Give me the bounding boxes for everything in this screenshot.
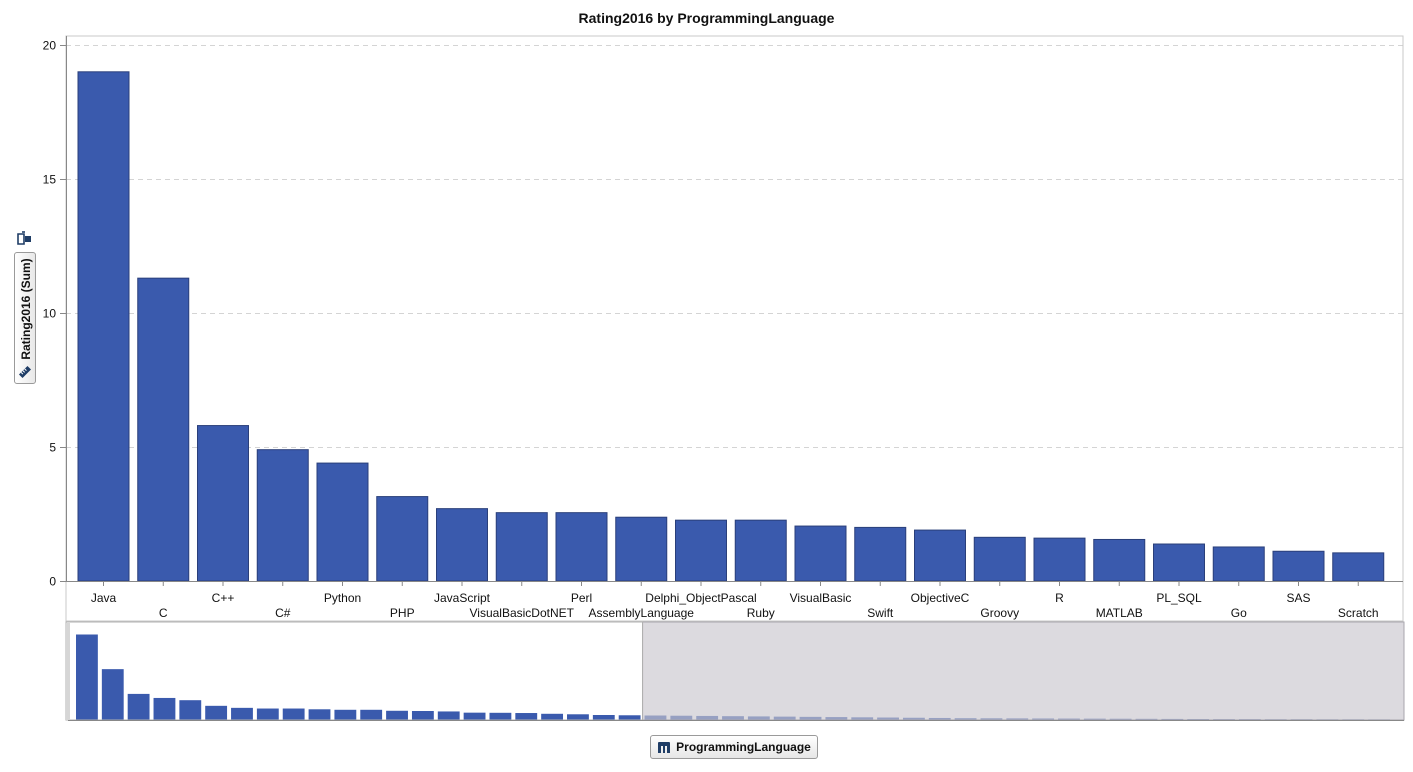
- bar-MATLAB[interactable]: [1093, 538, 1146, 582]
- y-tick-label: 15: [43, 173, 57, 187]
- x-tick-label: Groovy: [980, 606, 1019, 620]
- overview-bar: [437, 711, 460, 720]
- x-tick-label: Ruby: [747, 606, 775, 620]
- bar-C++[interactable]: [197, 425, 249, 582]
- bar-ObjectiveC[interactable]: [914, 529, 966, 582]
- overview-bar: [618, 715, 641, 720]
- overview-bar: [231, 707, 253, 720]
- x-tick-label: AssemblyLanguage: [589, 606, 695, 620]
- bar-JavaScript[interactable]: [436, 508, 488, 582]
- bar-Swift[interactable]: [854, 526, 907, 582]
- category-icon: [658, 741, 671, 753]
- bar-VisualBasicDotNET[interactable]: [495, 512, 548, 582]
- overview-bar: [205, 705, 228, 720]
- overview-bar: [334, 709, 357, 720]
- overview-bar: [127, 693, 150, 720]
- sort-icon[interactable]: [16, 230, 34, 246]
- overview-bar: [515, 713, 538, 720]
- y-tick-label: 20: [43, 39, 57, 53]
- x-tick-label: C++: [212, 591, 235, 605]
- overview-scrollbar[interactable]: [65, 621, 1405, 721]
- bar-PHP[interactable]: [376, 496, 429, 582]
- overview-bar: [463, 712, 486, 720]
- x-tick-label: VisualBasicDotNET: [470, 606, 575, 620]
- bar-Groovy[interactable]: [973, 536, 1026, 582]
- bar-PL_SQL[interactable]: [1153, 543, 1205, 582]
- bar-Perl[interactable]: [555, 512, 608, 582]
- overview-bar: [592, 715, 615, 720]
- y-axis-role-button[interactable]: Rating2016 (Sum): [14, 252, 36, 384]
- overview-bar: [411, 711, 434, 720]
- x-axis-role-button[interactable]: ProgrammingLanguage: [650, 735, 818, 759]
- bars-layer[interactable]: [77, 71, 1385, 582]
- x-tick-label: Java: [91, 591, 117, 605]
- x-tick-label: MATLAB: [1096, 606, 1143, 620]
- x-tick-label: JavaScript: [434, 591, 491, 605]
- x-tick-label: SAS: [1286, 591, 1310, 605]
- y-tick-label: 10: [43, 307, 57, 321]
- overview-bar: [153, 697, 176, 720]
- x-tick-label: C: [159, 606, 168, 620]
- overview-bar: [256, 708, 279, 720]
- bar-Scratch[interactable]: [1332, 552, 1385, 582]
- bar-R[interactable]: [1033, 537, 1086, 582]
- bar-Ruby[interactable]: [734, 519, 787, 582]
- x-tick-label: C#: [275, 606, 291, 620]
- bar-C[interactable]: [137, 277, 190, 582]
- bar-Java[interactable]: [77, 71, 130, 582]
- overview-bar: [76, 634, 98, 720]
- x-axis: JavaCC++C#PythonPHPJavaScriptVisualBasic…: [66, 581, 1403, 620]
- y-axis-label: Rating2016 (Sum): [19, 258, 33, 360]
- overview-left-handle: [66, 623, 70, 720]
- y-tick-label: 5: [49, 441, 56, 455]
- bar-Go[interactable]: [1212, 546, 1265, 582]
- x-tick-label: Go: [1231, 606, 1247, 620]
- overview-bar: [282, 708, 305, 720]
- measure-ruler-icon: [18, 365, 32, 379]
- overview-bar: [567, 714, 589, 720]
- bar-AssemblyLanguage[interactable]: [615, 516, 668, 582]
- x-tick-label: Python: [324, 591, 361, 605]
- y-axis: 0 5 10 15 20: [43, 36, 67, 589]
- overview-bar: [308, 709, 331, 720]
- x-tick-label: ObjectiveC: [911, 591, 970, 605]
- overview-bar: [541, 713, 564, 720]
- y-tick-label: 0: [49, 575, 56, 589]
- overview-bar: [489, 712, 512, 720]
- x-tick-label: PHP: [390, 606, 415, 620]
- overview-bar: [101, 669, 124, 720]
- x-tick-label: Delphi_ObjectPascal: [645, 591, 756, 605]
- bar-SAS[interactable]: [1272, 550, 1325, 582]
- chart-title: Rating2016 by ProgrammingLanguage: [578, 10, 835, 26]
- bar-C#[interactable]: [256, 449, 309, 582]
- x-tick-label: R: [1055, 591, 1064, 605]
- overview-bar: [386, 710, 408, 720]
- x-axis-label: ProgrammingLanguage: [676, 740, 811, 754]
- bar-Python[interactable]: [316, 462, 369, 582]
- x-tick-label: Scratch: [1338, 606, 1379, 620]
- overview-unselected-shade: [642, 621, 1405, 721]
- x-tick-label: Swift: [867, 606, 894, 620]
- x-tick-label: VisualBasic: [790, 591, 852, 605]
- grid-layer: [66, 45, 1403, 448]
- bar-VisualBasic[interactable]: [794, 525, 847, 582]
- overview-bar: [179, 700, 202, 720]
- bar-Delphi_ObjectPascal[interactable]: [675, 519, 727, 582]
- x-tick-label: Perl: [571, 591, 592, 605]
- x-tick-label: PL_SQL: [1156, 591, 1202, 605]
- overview-bar: [360, 709, 383, 720]
